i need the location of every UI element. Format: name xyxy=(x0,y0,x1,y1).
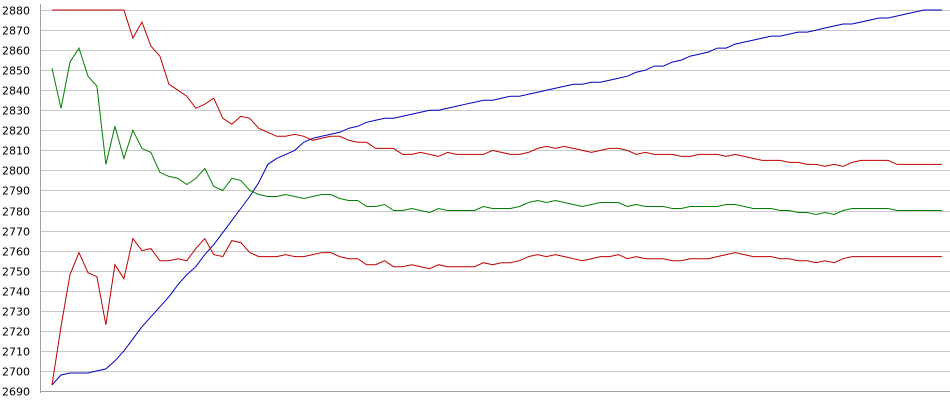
y-tick-label: 2690 xyxy=(2,386,30,399)
y-tick-label: 2720 xyxy=(2,326,30,339)
y-tick-label: 2850 xyxy=(2,65,30,78)
series-group xyxy=(51,9,942,386)
series-line-4 xyxy=(51,237,942,386)
y-tick-label: 2760 xyxy=(2,246,30,259)
y-tick-label: 2830 xyxy=(2,105,30,118)
y-tick-label: 2710 xyxy=(2,346,30,359)
y-axis-tick-labels: 2690 2700 2710 2720 2730 2740 2750 2760 2770 2780… xyxy=(2,5,30,399)
y-tick-label: 2740 xyxy=(2,286,30,299)
y-tick-label: 2860 xyxy=(2,45,30,58)
y-tick-label: 2810 xyxy=(2,145,30,158)
series-line-1 xyxy=(51,9,942,386)
y-tick-label: 2790 xyxy=(2,185,30,198)
y-tick-label: 2780 xyxy=(2,206,30,219)
y-tick-label: 2840 xyxy=(2,85,30,98)
series-line-3 xyxy=(51,46,942,216)
y-tick-label: 2870 xyxy=(2,25,30,38)
y-tick-label: 2770 xyxy=(2,226,30,239)
y-tick-label: 2820 xyxy=(2,125,30,138)
y-tick-label: 2700 xyxy=(2,366,30,379)
series-line-2 xyxy=(52,9,942,167)
gridlines xyxy=(40,10,950,392)
y-tick-label: 2750 xyxy=(2,266,30,279)
y-tick-label: 2880 xyxy=(2,5,30,18)
y-tick-label: 2730 xyxy=(2,306,30,319)
y-tick-label: 2800 xyxy=(2,165,30,178)
